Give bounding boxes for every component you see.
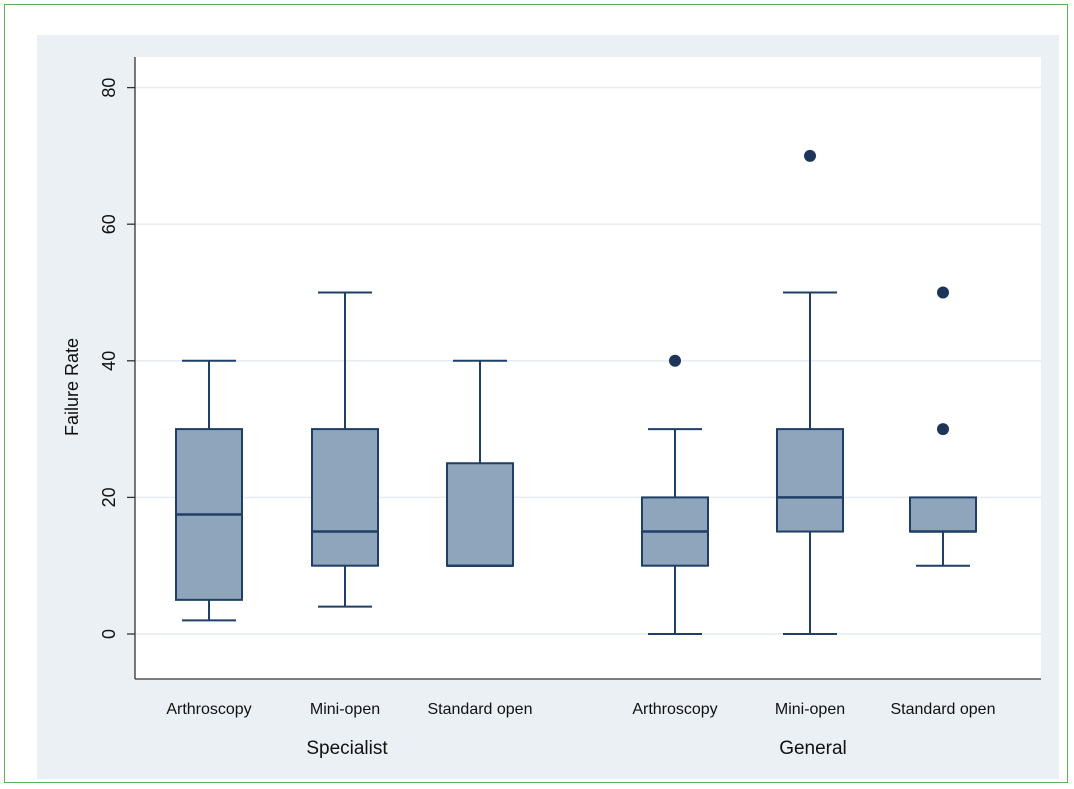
outlier-point [669, 354, 681, 367]
box-iqr [311, 428, 379, 567]
axes [127, 57, 1041, 680]
category-label-general-standard-open: Standard open [891, 701, 996, 718]
y-tick-label-20: 20 [99, 487, 119, 507]
group-label-general: General [779, 738, 847, 759]
category-label-specialist-mini-open: Mini-open [310, 701, 380, 718]
outlier-point [937, 286, 949, 299]
category-label-general-mini-open: Mini-open [775, 701, 845, 718]
box-general-arthroscopy [641, 354, 709, 635]
y-tick-label-60: 60 [99, 214, 119, 234]
category-label-specialist-standard-open: Standard open [428, 701, 533, 718]
y-tick-label-80: 80 [99, 78, 119, 98]
box-specialist-mini-open [311, 291, 379, 608]
box-general-standard-open [909, 286, 977, 567]
box-general-mini-open [776, 149, 844, 635]
category-label-specialist-arthroscopy: Arthroscopy [166, 701, 251, 718]
y-tick-label-0: 0 [99, 629, 119, 639]
labels: 0 20 40 60 80 Arthroscopy Mini-open Standard op… [99, 78, 995, 759]
box-specialist-arthroscopy [175, 359, 243, 622]
chart-panel: 0 20 40 60 80 Arthroscopy Mini-open Standard op… [37, 35, 1059, 779]
box-plot-chart: 0 20 40 60 80 Arthroscopy Mini-open Standard op… [62, 57, 1041, 759]
outlier-point [937, 423, 949, 436]
group-label-specialist: Specialist [306, 738, 388, 759]
box-iqr [776, 428, 844, 533]
y-tick-label-40: 40 [99, 351, 119, 371]
box-iqr [446, 462, 514, 567]
box-iqr [909, 496, 977, 533]
outlier-point [804, 149, 816, 162]
boxes [175, 149, 977, 635]
y-axis-label: Failure Rate [62, 338, 82, 436]
plot-area [135, 57, 1041, 679]
box-specialist-standard-open [446, 359, 514, 567]
grid-lines [135, 86, 1041, 635]
figure-frame: 0 20 40 60 80 Arthroscopy Mini-open Standard op… [4, 4, 1068, 783]
category-label-general-arthroscopy: Arthroscopy [632, 701, 717, 718]
